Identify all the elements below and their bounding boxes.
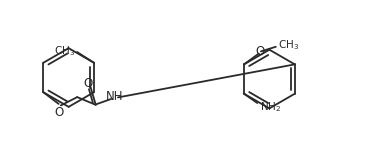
Text: NH$_2$: NH$_2$ xyxy=(260,100,282,114)
Text: O: O xyxy=(54,106,63,119)
Text: O: O xyxy=(255,45,264,58)
Text: NH: NH xyxy=(106,90,124,103)
Text: O: O xyxy=(84,77,93,90)
Text: CH$_3$: CH$_3$ xyxy=(54,44,75,58)
Text: CH$_3$: CH$_3$ xyxy=(278,38,299,52)
